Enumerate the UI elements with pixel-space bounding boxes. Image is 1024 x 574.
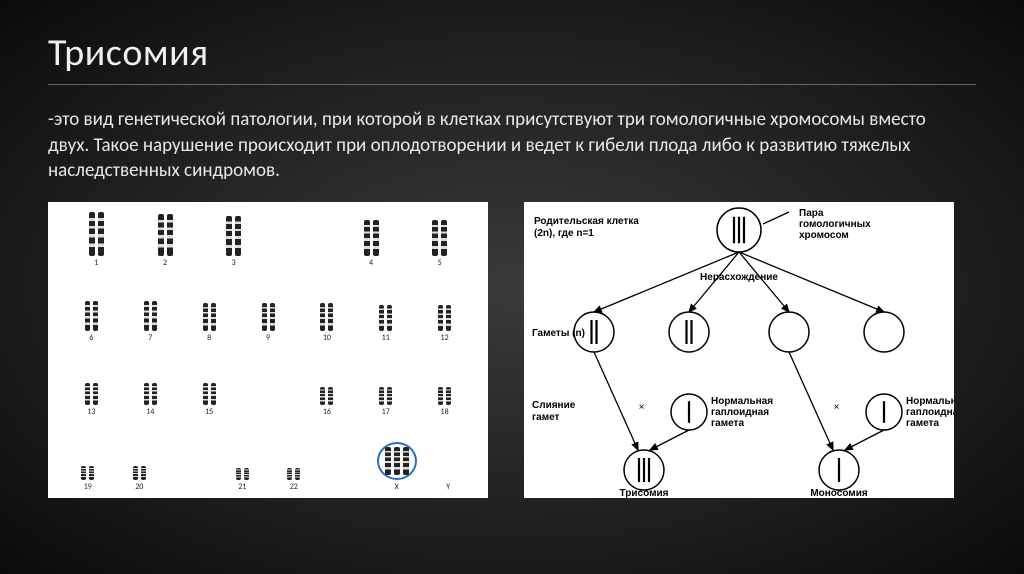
karyotype-group (165, 436, 217, 492)
svg-text:гомологичных: гомологичных (799, 219, 871, 230)
svg-text:×: × (834, 402, 840, 413)
karyotype-group: 6 (62, 287, 121, 343)
karyotype-group (268, 212, 337, 268)
figures-row: 12345678910111213141516171819202122XY ××… (48, 202, 976, 498)
svg-text:гамет: гамет (532, 412, 560, 423)
svg-text:Родительская клетка: Родительская клетка (534, 216, 639, 227)
karyotype-group: 1 (62, 212, 131, 268)
karyotype-group: 5 (405, 212, 474, 268)
karyotype-group: 19 (62, 436, 114, 492)
svg-text:×: × (639, 402, 645, 413)
svg-text:Гаметы (n): Гаметы (n) (532, 328, 585, 339)
karyotype-group: 10 (297, 287, 356, 343)
karyotype-group: Y (423, 436, 475, 492)
svg-text:гамета: гамета (906, 418, 939, 429)
karyotype-group: 14 (121, 361, 180, 417)
karyotype-group (239, 361, 298, 417)
karyotype-group: 3 (199, 212, 268, 268)
karyotype-group: 2 (131, 212, 200, 268)
karyotype-group: X (371, 436, 423, 492)
svg-text:Трисомия: Трисомия (620, 488, 669, 498)
karyotype-group: 22 (268, 436, 320, 492)
karyotype-group: 12 (415, 287, 474, 343)
karyotype-group: 16 (297, 361, 356, 417)
karyotype-group: 9 (239, 287, 298, 343)
slide-body: -это вид генетической патологии, при кот… (48, 107, 968, 184)
svg-text:хромосом: хромосом (799, 230, 849, 241)
svg-text:гамета: гамета (711, 418, 744, 429)
karyotype-group: 21 (217, 436, 269, 492)
nondisjunction-diagram: × × Родительская клетка(2n), где n=1 Параго… (524, 202, 954, 498)
svg-text:Моносомия: Моносомия (810, 488, 868, 498)
svg-text:гаплоидная: гаплоидная (906, 407, 954, 418)
karyotype-group: 13 (62, 361, 121, 417)
karyotype-group: 7 (121, 287, 180, 343)
svg-text:Слияние: Слияние (532, 400, 576, 411)
svg-text:(2n), где n=1: (2n), где n=1 (534, 228, 594, 239)
svg-text:Нормальная: Нормальная (711, 396, 773, 407)
karyotype-group: 15 (180, 361, 239, 417)
svg-text:Нерасхождение: Нерасхождение (700, 272, 778, 283)
karyotype-group (320, 436, 372, 492)
slide-title: Трисомия (48, 30, 976, 85)
karyotype-group: 17 (356, 361, 415, 417)
karyotype-group: 8 (180, 287, 239, 343)
karyotype-group: 18 (415, 361, 474, 417)
svg-text:гаплоидная: гаплоидная (711, 407, 769, 418)
karyotype-figure: 12345678910111213141516171819202122XY (48, 202, 488, 498)
karyotype-group: 20 (114, 436, 166, 492)
svg-text:Пара: Пара (799, 208, 824, 219)
karyotype-group: 11 (356, 287, 415, 343)
svg-text:Нормальная: Нормальная (906, 396, 954, 407)
karyotype-group: 4 (337, 212, 406, 268)
